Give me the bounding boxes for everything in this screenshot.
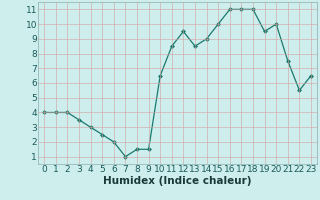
X-axis label: Humidex (Indice chaleur): Humidex (Indice chaleur) bbox=[103, 176, 252, 186]
